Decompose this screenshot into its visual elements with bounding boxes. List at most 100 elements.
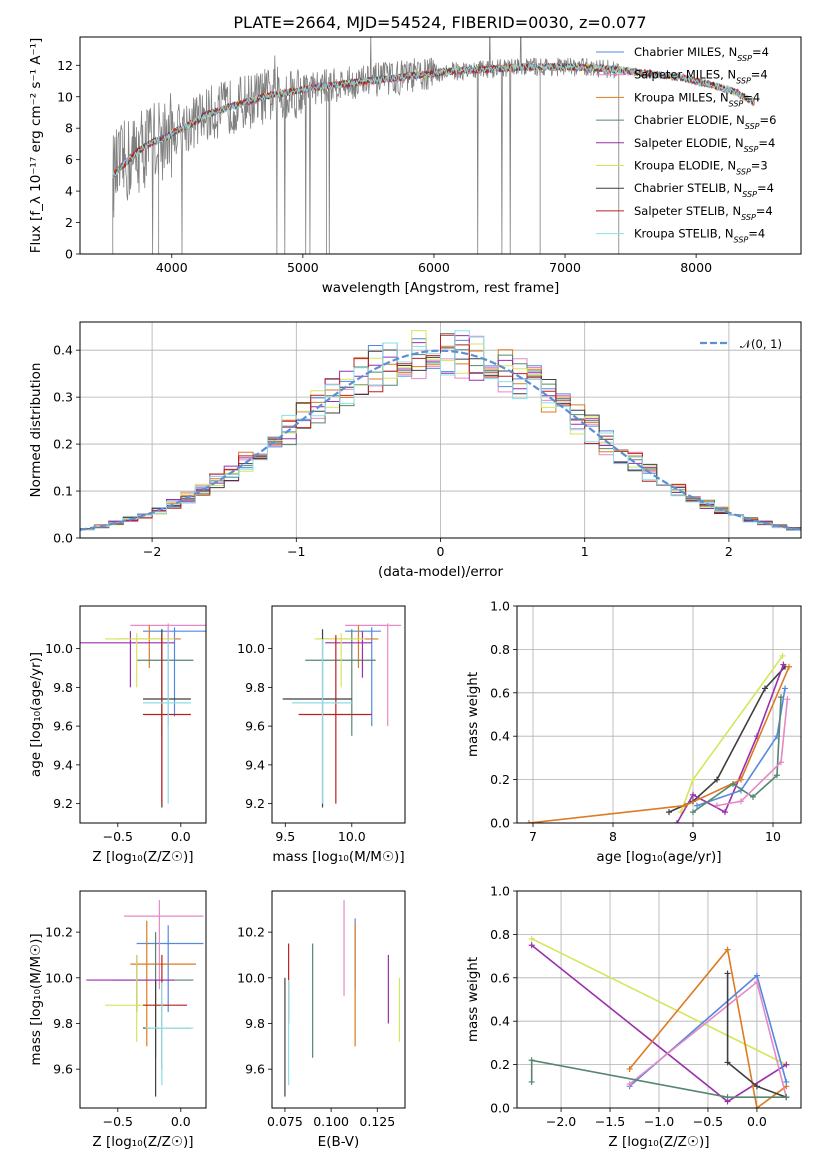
- clipSpec-plotarea: [112, 37, 756, 254]
- mass-weight-marker: [724, 1059, 731, 1066]
- massweight-vs-age-xtick-label: 9: [689, 829, 697, 844]
- residuals-ytick-label: 0.4: [53, 343, 73, 358]
- mass-weight-marker: [782, 685, 788, 692]
- legend-entry: Chabrier ELODIE, NSSP=6: [634, 113, 776, 131]
- massweight-vs-Z-xtick-label: −1.5: [595, 1114, 625, 1129]
- massweight-vs-Z-xtick-label: −2.0: [546, 1114, 576, 1129]
- massweight-vs-Z-ytick-label: 0.6: [490, 970, 510, 985]
- mass-weight-line: [531, 937, 787, 1066]
- age-vs-Z-ytick-label: 9.4: [53, 757, 73, 772]
- age-vs-Z-axes: −0.5 0.0 9.2 9.4 9.6 9.8 10.0 Z [log₁₀(Z/Z☉)] ag…: [28, 641, 194, 865]
- legend-subscript: SSP: [745, 122, 760, 131]
- clip-age-vs-Z-plotarea: [80, 623, 206, 808]
- residual-histogram: [80, 330, 801, 533]
- mass-weight-marker: [778, 694, 784, 701]
- mass-weight-marker: [626, 1081, 633, 1088]
- mass-weight-marker: [783, 1094, 790, 1101]
- massweight-vs-age-ytick-label: 0.8: [490, 642, 510, 657]
- legend-subscript: SSP: [729, 99, 744, 108]
- massweight-vs-age-ytick-label: 1.0: [490, 599, 510, 614]
- normal-curve: [80, 349, 801, 531]
- spectrum-xtick-label: 6000: [418, 260, 450, 275]
- mass-weight-marker: [682, 802, 688, 809]
- massweight-vs-Z-xtick-label: −1.0: [644, 1114, 674, 1129]
- legend-entry: Kroupa ELODIE, NSSP=3: [634, 159, 768, 177]
- clip-massweight-vs-age-plotarea: [526, 652, 792, 823]
- residuals-xtick-label: 2: [725, 544, 733, 559]
- mass-vs-Z-frame: [79, 890, 207, 1109]
- spectrum-ytick-label: 8: [65, 121, 73, 136]
- residuals-xtick-label: −2: [143, 544, 161, 559]
- massweight-vs-Z-ytick-label: 0.0: [490, 1101, 510, 1116]
- mass-weight-marker: [528, 1057, 535, 1064]
- mass-vs-EBV-xtick-label: 0.075: [267, 1114, 303, 1129]
- residuals-xlabel: (data-model)/error: [378, 564, 504, 580]
- mass-weight-marker: [714, 776, 720, 783]
- residuals-legend: 𝒩(0, 1): [700, 337, 782, 351]
- mass-weight-marker: [666, 809, 672, 816]
- spectrum-ytick-label: 0: [65, 247, 73, 262]
- mass-weight-marker: [784, 696, 791, 703]
- residuals-frame: [79, 321, 802, 539]
- mass-weight-marker: [738, 798, 744, 805]
- mass-weight-marker: [714, 802, 720, 809]
- age-vs-Z-ytick-label: 9.2: [53, 796, 73, 811]
- clip-mass-vs-EBV-plotarea: [284, 900, 401, 1097]
- mass-weight-marker: [783, 1078, 790, 1085]
- age-vs-mass-ytick-label: 9.4: [245, 757, 265, 772]
- mass-weight-marker: [626, 1065, 633, 1072]
- massweight-vs-Z-xtick-label: −0.5: [693, 1114, 723, 1129]
- mass-vs-Z-ytick-label: 10.0: [45, 970, 73, 985]
- mass-weight-marker: [690, 776, 696, 783]
- mass-vs-EBV-ytick-label: 9.8: [245, 1016, 265, 1031]
- age-vs-Z-ytick-label: 10.0: [45, 641, 73, 656]
- mass-vs-EBV-xtick-label: 0.125: [359, 1114, 395, 1129]
- age-vs-mass-xtick-label: 9.5: [275, 829, 295, 844]
- clip-mass-vs-Z-plotarea: [86, 900, 204, 1097]
- legend-subscript: SSP: [736, 167, 751, 176]
- spectrum-data-line: [112, 37, 620, 254]
- clip-age-vs-mass-plotarea: [282, 623, 402, 808]
- massweight-vs-age-ytick-label: 0.0: [490, 816, 510, 831]
- residuals-xtick-label: 0: [437, 544, 445, 559]
- legend-subscript: SSP: [741, 212, 756, 221]
- mass-weight-line: [530, 1059, 787, 1098]
- massweight-vs-age-xtick-label: 10: [765, 829, 781, 844]
- mass-weight-line: [680, 655, 784, 813]
- mass-weight-marker: [780, 661, 787, 668]
- age-vs-Z-ytick-label: 9.6: [53, 719, 73, 734]
- mass-weight-marker: [753, 1105, 760, 1108]
- spectrum-xtick-label: 5000: [287, 260, 319, 275]
- age-vs-Z-xtick-label: 0.0: [171, 829, 191, 844]
- legend-subscript: SSP: [734, 235, 749, 244]
- massweight-vs-Z-ytick-label: 0.4: [490, 1014, 510, 1029]
- massweight-vs-age-ytick-label: 0.2: [490, 772, 510, 787]
- mass-vs-Z-ylabel: mass [log₁₀(M/M☉)]: [28, 933, 44, 1065]
- spectrum-ytick-label: 10: [57, 89, 73, 104]
- mass-weight-marker: [694, 802, 700, 809]
- legend-subscript: SSP: [742, 190, 757, 199]
- age-vs-mass-axes: 9.5 10.0 9.2 9.4 9.6 9.8 10.0 mass [log₁₀(M/M☉)…: [237, 641, 404, 865]
- mass-weight-marker: [778, 759, 784, 766]
- legend-entry: Kroupa MILES, NSSP=4: [634, 90, 760, 108]
- mass-weight-marker: [762, 685, 768, 692]
- age-vs-mass-ytick-label: 9.6: [245, 719, 265, 734]
- legend-subscript: SSP: [737, 54, 752, 63]
- spectrum-ytick-label: 4: [65, 184, 73, 199]
- massweight-vs-age-ytick-label: 0.6: [490, 685, 510, 700]
- age-vs-Z-xtick-label: −0.5: [103, 829, 133, 844]
- massweight-vs-Z-ytick-label: 0.8: [490, 927, 510, 942]
- massweight-vs-Z-ytick-label: 1.0: [490, 884, 510, 899]
- age-vs-mass-xtick-label: 10.0: [338, 829, 366, 844]
- massweight-vs-age-xtick-label: 8: [609, 829, 617, 844]
- mass-vs-Z-axes: −0.5 0.0 9.6 9.8 10.0 10.2 Z [log₁₀(Z/Z☉)] mass…: [28, 925, 194, 1150]
- mass-vs-Z-ytick-label: 9.8: [53, 1016, 73, 1031]
- mass-weight-marker: [774, 772, 780, 779]
- age-vs-Z-frame: [79, 605, 207, 824]
- residuals-xtick-label: 1: [581, 544, 589, 559]
- spectrum-ytick-label: 6: [65, 152, 73, 167]
- legend-entry: Chabrier MILES, NSSP=4: [634, 45, 769, 63]
- mass-vs-Z-xtick-label: 0.0: [171, 1114, 191, 1129]
- mass-weight-marker: [528, 1078, 535, 1085]
